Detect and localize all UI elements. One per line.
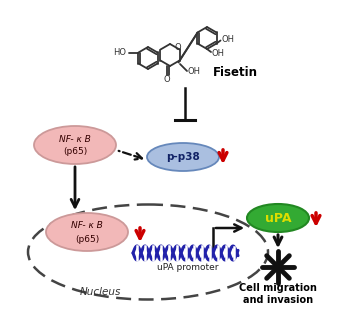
Text: p-p38: p-p38 xyxy=(166,152,200,162)
Text: (p65): (p65) xyxy=(63,147,87,156)
Text: OH: OH xyxy=(188,67,201,77)
Text: O: O xyxy=(164,75,170,84)
Text: uPA promoter: uPA promoter xyxy=(157,264,219,273)
Text: Cell migration
and invasion: Cell migration and invasion xyxy=(239,283,317,305)
Text: HO: HO xyxy=(114,48,127,57)
Text: (p65): (p65) xyxy=(75,235,99,243)
Text: uPA: uPA xyxy=(265,211,291,225)
Text: OH: OH xyxy=(222,35,235,44)
Text: O: O xyxy=(174,43,181,52)
Ellipse shape xyxy=(34,126,116,164)
Ellipse shape xyxy=(247,204,309,232)
Text: Nucleus: Nucleus xyxy=(79,287,121,297)
Text: Fisetin: Fisetin xyxy=(213,66,258,78)
Ellipse shape xyxy=(46,213,128,251)
Text: OH: OH xyxy=(212,49,225,57)
Text: NF- κ B: NF- κ B xyxy=(71,222,103,231)
Text: NF- κ B: NF- κ B xyxy=(59,134,91,143)
Ellipse shape xyxy=(147,143,219,171)
